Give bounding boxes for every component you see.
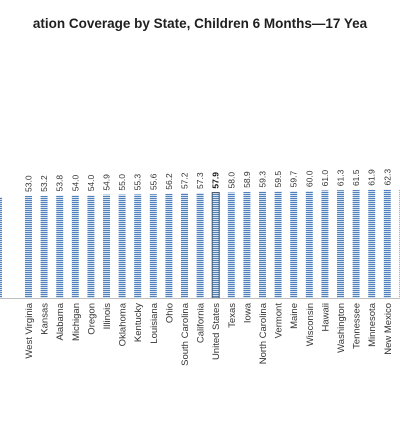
partial-bar-clipped — [0, 197, 2, 298]
category-label-washington: Washington — [336, 303, 347, 353]
category-label-illinois: Illinois — [102, 303, 113, 330]
value-label-michigan: 54.0 — [70, 174, 80, 191]
category-label-louisiana: Louisiana — [149, 302, 160, 343]
value-label-colorado: 62.4 — [398, 169, 400, 186]
value-label-new-mexico: 62.3 — [382, 169, 392, 186]
category-label-michigan: Michigan — [71, 303, 82, 341]
bar-north-carolina — [259, 191, 266, 298]
bar-california — [196, 192, 204, 298]
bar-kentucky — [134, 194, 142, 298]
category-label-california: California — [196, 302, 207, 343]
bar-clipped-edge — [0, 197, 2, 298]
category-label-ohio: Ohio — [164, 303, 175, 323]
category-label-texas: Texas — [227, 303, 238, 328]
category-label-minnesota: Minnesota — [367, 302, 378, 347]
bar-washington — [337, 190, 344, 298]
bar-tennessee — [352, 190, 360, 298]
value-label-alabama: 53.8 — [55, 175, 65, 192]
category-label-kansas: Kansas — [40, 303, 51, 335]
value-label-hawaii: 61.0 — [320, 170, 330, 187]
value-label-tennessee: 61.5 — [351, 169, 361, 186]
value-label-kansas: 53.2 — [39, 175, 49, 192]
category-labels-group: West Virginia Kansas Alabama Michigan Oregon… — [24, 302, 400, 366]
value-label-wisconsin: 60.0 — [304, 170, 314, 187]
bar-south-carolina — [181, 193, 188, 298]
bar-maine — [290, 191, 298, 298]
category-label-new-mexico: New Mexico — [383, 303, 394, 355]
value-label-west-virginia: 53.0 — [24, 175, 34, 192]
bars-group — [25, 189, 400, 299]
bar-iowa — [243, 191, 251, 298]
category-label-maine: Maine — [289, 303, 300, 329]
category-label-kentucky: Kentucky — [133, 303, 144, 342]
category-label-wisconsin: Wisconsin — [305, 303, 316, 346]
value-label-south-carolina: 57.2 — [180, 172, 190, 189]
bar-oklahoma — [118, 194, 126, 298]
value-label-illinois: 54.9 — [102, 174, 112, 191]
category-label-vermont: Vermont — [274, 303, 285, 339]
value-label-oregon: 54.0 — [86, 174, 96, 191]
category-label-oregon: Oregon — [86, 303, 97, 335]
category-label-west-virginia: West Virginia — [24, 302, 35, 358]
bar-united-states — [211, 192, 220, 299]
bar-texas — [227, 192, 235, 298]
bar-vermont — [274, 191, 282, 298]
bar-new-mexico — [383, 189, 391, 298]
value-label-minnesota: 61.9 — [367, 169, 377, 186]
category-label-north-carolina: North Carolina — [258, 302, 269, 364]
bar-west-virginia — [25, 196, 32, 298]
bar-minnesota — [368, 189, 376, 298]
value-label-iowa: 58.9 — [242, 171, 252, 188]
value-label-ohio: 56.2 — [164, 173, 174, 190]
bar-louisiana — [149, 194, 157, 298]
value-label-maine: 59.7 — [289, 170, 299, 187]
bar-illinois — [103, 194, 110, 298]
value-label-california: 57.3 — [195, 172, 205, 189]
value-label-washington: 61.3 — [336, 169, 346, 186]
category-label-tennessee: Tennessee — [352, 303, 363, 349]
value-label-oklahoma: 55.0 — [117, 174, 127, 191]
bar-alabama — [56, 195, 64, 298]
chart-title: ation Coverage by State, Children 6 Mont… — [0, 0, 400, 31]
value-label-texas: 58.0 — [226, 172, 236, 189]
value-label-north-carolina: 59.3 — [258, 171, 268, 188]
bar-michigan — [71, 195, 79, 298]
value-labels-group: 53.0 53.2 53.8 54.0 54.0 54.9 55.0 55.3 55.6 56.2… — [24, 169, 400, 192]
value-label-united-states: 57.9 — [211, 172, 221, 189]
bar-hawaii — [321, 190, 329, 298]
value-label-vermont: 59.5 — [273, 171, 283, 188]
category-label-hawaii: Hawaii — [320, 303, 331, 332]
category-label-south-carolina: South Carolina — [180, 302, 191, 366]
category-label-united-states: United States — [211, 303, 222, 360]
chart-title-text: ation Coverage by State, Children 6 Mont… — [32, 16, 368, 31]
value-label-kentucky: 55.3 — [133, 174, 143, 191]
category-label-alabama: Alabama — [55, 302, 66, 340]
bar-wisconsin — [305, 191, 313, 298]
category-label-iowa: Iowa — [242, 302, 253, 323]
bar-ohio — [165, 193, 173, 298]
category-label-oklahoma: Oklahoma — [118, 302, 129, 346]
value-label-louisiana: 55.6 — [148, 173, 158, 190]
bar-kansas — [40, 195, 48, 298]
category-label-colorado: Colorado — [398, 303, 400, 342]
bar-oregon — [87, 195, 95, 298]
